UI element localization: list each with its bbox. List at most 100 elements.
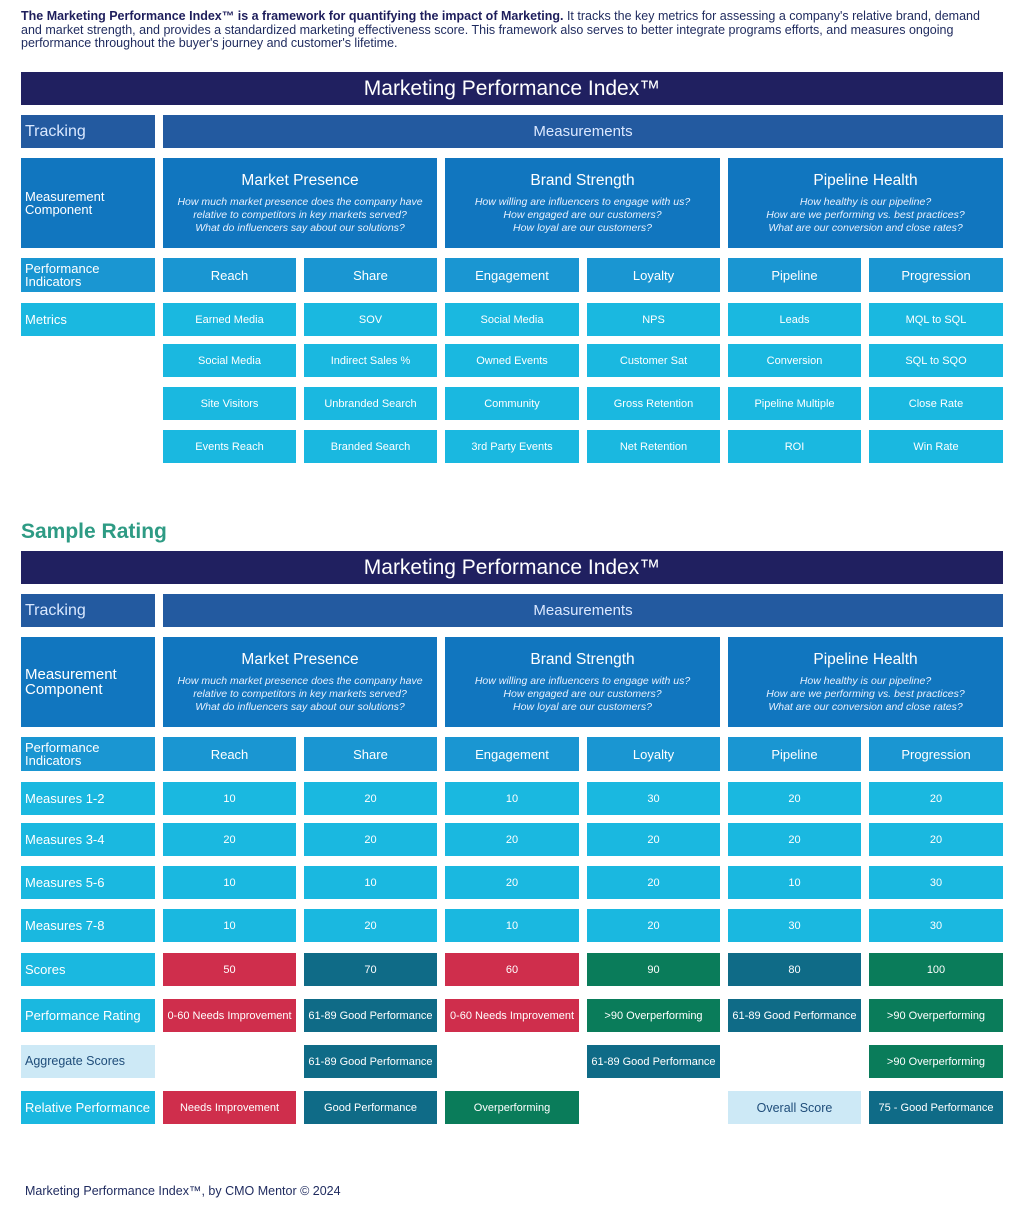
metric-cell: Gross Retention — [587, 387, 720, 420]
measure-value-cell: 20 — [587, 866, 720, 899]
measure-value-cell: 10 — [445, 909, 579, 942]
measure-value-cell: 20 — [869, 823, 1003, 856]
sample-rating-title: Sample Rating — [21, 520, 167, 543]
metric-cell: SQL to SQO — [869, 344, 1003, 377]
aggregate-scores-label: Aggregate Scores — [21, 1045, 155, 1078]
performance-rating-label: Performance Rating — [21, 999, 155, 1032]
aggregate-score-market-presence: 61-89 Good Performance — [304, 1045, 437, 1078]
measure-value-cell: 10 — [304, 866, 437, 899]
component-question: What do influencers say about our soluti… — [195, 221, 405, 234]
indicator-progression: Progression — [869, 258, 1003, 292]
measurement-component-label: Measurement Component — [21, 158, 155, 248]
measure-value-cell: 20 — [869, 782, 1003, 815]
measure-value-cell: 10 — [163, 909, 296, 942]
intro-rest: It tracks the key metrics for assessing … — [21, 9, 980, 50]
metric-cell: Branded Search — [304, 430, 437, 463]
metric-cell: Unbranded Search — [304, 387, 437, 420]
index-title-banner-2: Marketing Performance Index™ — [21, 551, 1003, 584]
measure-value-cell: 10 — [163, 866, 296, 899]
component-question: How much market presence does the compan… — [177, 674, 423, 700]
measure-value-cell: 20 — [587, 823, 720, 856]
scores-label: Scores — [21, 953, 155, 986]
metric-cell: Customer Sat — [587, 344, 720, 377]
relative-performance-needs-improvement: Needs Improvement — [163, 1091, 296, 1124]
index-title-banner: Marketing Performance Index™ — [21, 72, 1003, 105]
score-cell: 90 — [587, 953, 720, 986]
metric-cell: Pipeline Multiple — [728, 387, 861, 420]
component-brand-strength: Brand Strength How willing are influence… — [445, 158, 720, 248]
measure-row-label: Measures 3-4 — [21, 823, 155, 856]
metric-cell: Social Media — [163, 344, 296, 377]
measure-value-cell: 10 — [445, 782, 579, 815]
performance-rating-cell: 0-60 Needs Improvement — [163, 999, 296, 1032]
performance-indicators-label: Performance Indicators — [21, 258, 155, 292]
performance-rating-cell: 61-89 Good Performance — [728, 999, 861, 1032]
component-question: How engaged are our customers? — [503, 208, 662, 221]
performance-indicators-label-2: Performance Indicators — [21, 737, 155, 771]
indicator-progression: Progression — [869, 737, 1003, 771]
metric-cell: NPS — [587, 303, 720, 336]
score-cell: 80 — [728, 953, 861, 986]
component-title: Pipeline Health — [813, 171, 918, 189]
intro-paragraph: The Marketing Performance Index™ is a fr… — [21, 9, 1001, 51]
tracking-label: Tracking — [21, 115, 155, 148]
measurements-header: Measurements — [163, 115, 1003, 148]
indicator-reach: Reach — [163, 737, 296, 771]
component-pipeline-health-2: Pipeline Health How healthy is our pipel… — [728, 637, 1003, 727]
metric-cell: Conversion — [728, 344, 861, 377]
metric-cell: Owned Events — [445, 344, 579, 377]
footer-credit: Marketing Performance Index™, by CMO Men… — [25, 1184, 341, 1198]
metric-cell: 3rd Party Events — [445, 430, 579, 463]
measure-row-label: Measures 5-6 — [21, 866, 155, 899]
relative-performance-overperforming: Overperforming — [445, 1091, 579, 1124]
metric-cell: Close Rate — [869, 387, 1003, 420]
score-cell: 100 — [869, 953, 1003, 986]
component-question: How are we performing vs. best practices… — [766, 208, 965, 221]
metric-cell: Leads — [728, 303, 861, 336]
component-question: How much market presence does the compan… — [177, 195, 423, 221]
metric-cell: Win Rate — [869, 430, 1003, 463]
overall-score-value: 75 - Good Performance — [869, 1091, 1003, 1124]
relative-performance-label: Relative Performance — [21, 1091, 155, 1124]
measure-value-cell: 20 — [304, 782, 437, 815]
component-question: How willing are influencers to engage wi… — [474, 195, 691, 208]
relative-performance-good: Good Performance — [304, 1091, 437, 1124]
metrics-label: Metrics — [21, 303, 155, 336]
component-market-presence-2: Market Presence How much market presence… — [163, 637, 437, 727]
component-question: What do influencers say about our soluti… — [195, 700, 405, 713]
measure-row-label: Measures 7-8 — [21, 909, 155, 942]
component-question: How engaged are our customers? — [503, 687, 662, 700]
component-question: How healthy is our pipeline? — [799, 674, 932, 687]
measure-value-cell: 20 — [728, 823, 861, 856]
measure-value-cell: 20 — [445, 823, 579, 856]
performance-rating-cell: >90 Overperforming — [869, 999, 1003, 1032]
indicator-share: Share — [304, 737, 437, 771]
indicator-share: Share — [304, 258, 437, 292]
component-market-presence: Market Presence How much market presence… — [163, 158, 437, 248]
measure-value-cell: 20 — [163, 823, 296, 856]
metric-cell: Earned Media — [163, 303, 296, 336]
component-question: What are our conversion and close rates? — [768, 700, 963, 713]
tracking-label-2: Tracking — [21, 594, 155, 627]
measure-value-cell: 10 — [163, 782, 296, 815]
metric-cell: Site Visitors — [163, 387, 296, 420]
component-title: Brand Strength — [530, 171, 635, 189]
component-question: How loyal are our customers? — [513, 221, 652, 234]
performance-rating-cell: >90 Overperforming — [587, 999, 720, 1032]
measure-value-cell: 20 — [304, 909, 437, 942]
aggregate-score-pipeline-health: >90 Overperforming — [869, 1045, 1003, 1078]
indicator-engagement: Engagement — [445, 258, 579, 292]
component-pipeline-health: Pipeline Health How healthy is our pipel… — [728, 158, 1003, 248]
measurement-component-label-2: Measurement Component — [21, 637, 155, 727]
indicator-engagement: Engagement — [445, 737, 579, 771]
metric-cell: MQL to SQL — [869, 303, 1003, 336]
indicator-loyalty: Loyalty — [587, 737, 720, 771]
metric-cell: Community — [445, 387, 579, 420]
performance-rating-cell: 61-89 Good Performance — [304, 999, 437, 1032]
component-question: How are we performing vs. best practices… — [766, 687, 965, 700]
intro-bold: The Marketing Performance Index™ is a fr… — [21, 9, 564, 23]
measure-value-cell: 30 — [869, 866, 1003, 899]
indicator-reach: Reach — [163, 258, 296, 292]
component-title: Brand Strength — [530, 650, 635, 668]
score-cell: 60 — [445, 953, 579, 986]
